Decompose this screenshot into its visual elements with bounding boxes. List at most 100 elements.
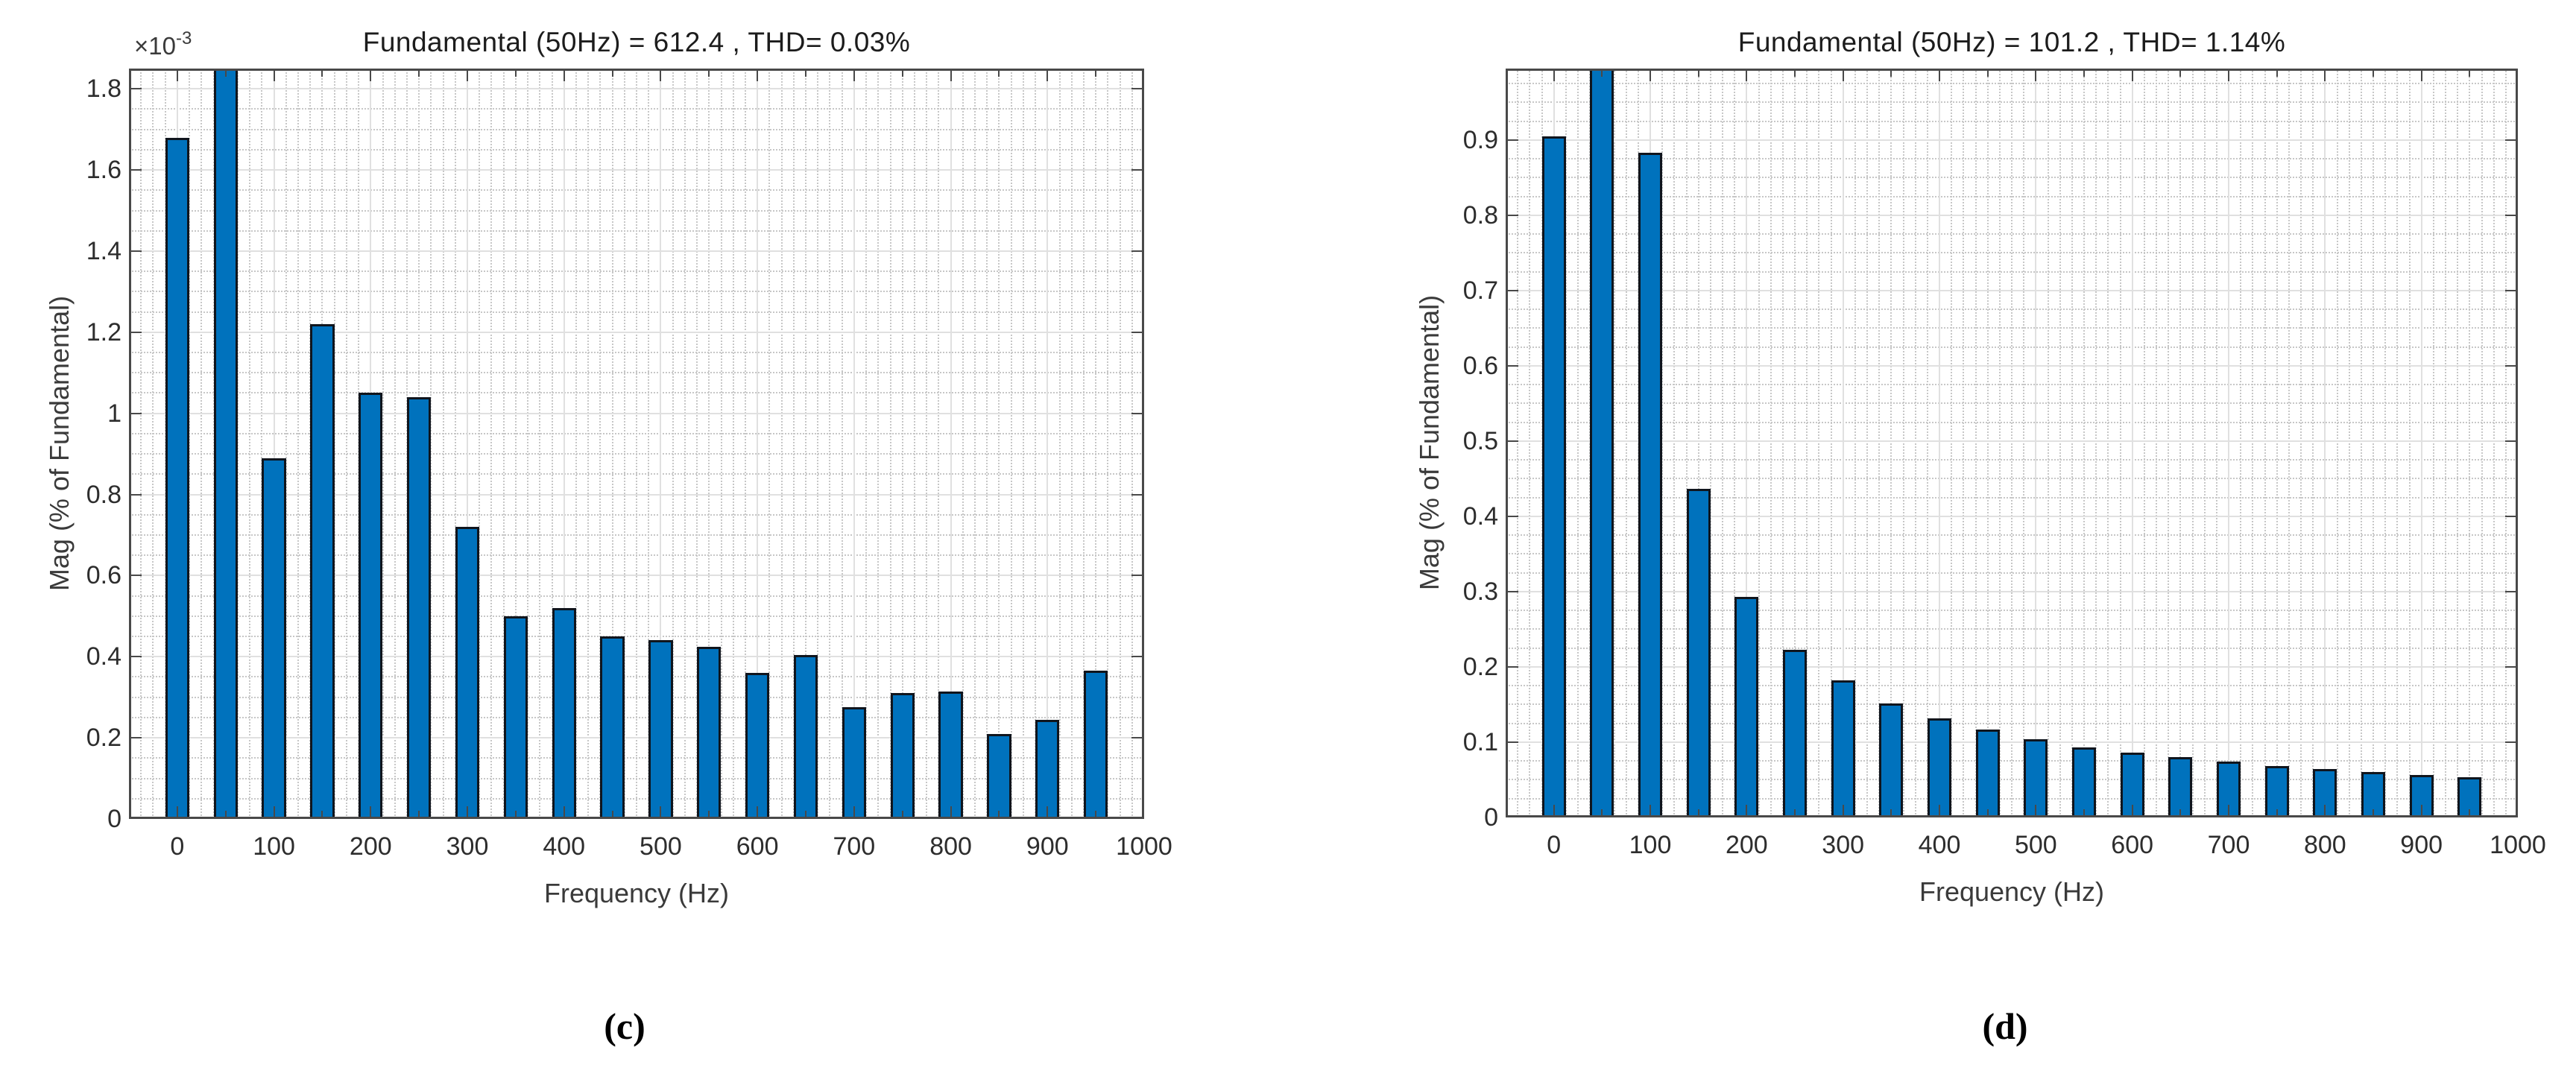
minor-gridline-vertical: [2011, 69, 2012, 817]
y-tick-left: [1508, 590, 1518, 592]
y-tick-right: [2505, 289, 2516, 291]
x-minor-tick-top: [1794, 71, 1796, 77]
chart-c-y-scale-multiplier: ×10-3: [134, 28, 192, 60]
bar-200hz: [359, 393, 383, 819]
minor-gridline-horizontal: [1506, 309, 2518, 311]
minor-gridline-vertical: [140, 69, 142, 819]
bar-750hz: [890, 693, 915, 819]
minor-gridline-vertical: [201, 69, 203, 819]
y-tick-left: [131, 169, 142, 171]
chart-d-title: Fundamental (50Hz) = 101.2 , THD= 1.14%: [1737, 27, 2286, 57]
x-minor-tick-bottom: [1986, 809, 1989, 815]
minor-gridline-vertical: [780, 69, 783, 819]
x-tick-bottom: [1553, 805, 1555, 815]
x-tick-bottom: [370, 806, 372, 817]
bar-550hz: [697, 646, 722, 819]
bar-400hz: [1927, 718, 1952, 817]
minor-gridline-vertical: [297, 69, 299, 819]
minor-gridline-vertical: [926, 69, 928, 819]
x-tick-label: 400: [1918, 831, 1961, 859]
minor-gridline-horizontal: [129, 716, 1144, 718]
x-tick-top: [2324, 71, 2326, 81]
bar-500hz: [2024, 738, 2048, 817]
minor-gridline-vertical: [732, 69, 734, 819]
major-gridline-horizontal: [129, 656, 1144, 658]
x-tick-bottom: [950, 806, 952, 817]
y-tick-label: 0.6: [1462, 351, 1498, 380]
minor-gridline-horizontal: [1506, 327, 2518, 329]
y-tick-left: [1508, 139, 1518, 141]
y-tick-label: 0.2: [86, 724, 121, 753]
major-gridline-vertical: [1939, 69, 1940, 817]
minor-gridline-vertical: [1131, 69, 1133, 819]
x-minor-tick-bottom: [998, 811, 1000, 817]
minor-gridline-vertical: [236, 69, 239, 819]
major-gridline-vertical: [757, 69, 759, 819]
minor-gridline-vertical: [2469, 69, 2471, 817]
bar-600hz: [745, 673, 770, 819]
x-tick-label: 200: [349, 832, 392, 861]
x-tick-top: [2420, 71, 2422, 81]
x-minor-tick-top: [1986, 71, 1989, 77]
minor-gridline-vertical: [1661, 69, 1664, 817]
minor-gridline-horizontal: [1506, 402, 2518, 405]
major-gridline-horizontal: [1506, 364, 2518, 367]
minor-gridline-horizontal: [129, 189, 1144, 192]
caption-c: (c): [604, 1005, 645, 1047]
x-tick-bottom: [467, 806, 468, 817]
x-tick-bottom: [2228, 805, 2229, 815]
x-tick-bottom: [660, 806, 662, 817]
x-tick-top: [1650, 71, 1651, 81]
bar-450hz: [600, 636, 625, 819]
bar-700hz: [842, 707, 867, 819]
minor-gridline-vertical: [1119, 69, 1121, 819]
x-minor-tick-top: [2373, 71, 2374, 77]
x-tick-label: 600: [736, 832, 779, 861]
minor-gridline-horizontal: [129, 777, 1144, 779]
y-tick-right: [2505, 665, 2516, 668]
x-minor-tick-bottom: [1697, 809, 1699, 815]
bar-800hz: [938, 691, 963, 819]
bar-50hz: [213, 69, 238, 819]
x-minor-tick-bottom: [514, 811, 517, 817]
y-tick-label: 0.7: [1462, 276, 1498, 305]
minor-gridline-vertical: [1082, 69, 1085, 819]
minor-gridline-vertical: [2457, 69, 2459, 817]
x-tick-label: 400: [543, 832, 586, 861]
minor-gridline-vertical: [1986, 69, 1989, 817]
minor-gridline-horizontal: [1506, 553, 2518, 555]
major-gridline-horizontal: [129, 412, 1144, 414]
bar-600hz: [2120, 753, 2144, 817]
x-minor-tick-bottom: [901, 811, 903, 817]
major-gridline-horizontal: [1506, 665, 2518, 668]
minor-gridline-horizontal: [1506, 496, 2518, 499]
minor-gridline-horizontal: [129, 432, 1144, 434]
minor-gridline-vertical: [1818, 69, 1820, 817]
y-tick-left: [1508, 364, 1518, 367]
y-tick-label: 0: [107, 805, 121, 833]
minor-gridline-horizontal: [1506, 83, 2518, 85]
y-tick-label: 0.1: [1462, 727, 1498, 756]
minor-gridline-vertical: [599, 69, 602, 819]
minor-gridline-vertical: [551, 69, 553, 819]
bar-500hz: [648, 640, 673, 819]
y-tick-right: [1131, 575, 1142, 577]
x-minor-tick-bottom: [1095, 811, 1097, 817]
bar-800hz: [2313, 769, 2337, 817]
major-gridline-horizontal: [1506, 515, 2518, 517]
bar-300hz: [1831, 680, 1855, 817]
y-tick-right: [1131, 412, 1142, 414]
y-tick-left: [1508, 440, 1518, 442]
minor-gridline-vertical: [623, 69, 625, 819]
minor-gridline-horizontal: [129, 209, 1144, 212]
y-tick-label: 1.8: [86, 75, 121, 104]
minor-gridline-vertical: [829, 69, 831, 819]
x-minor-tick-top: [2276, 71, 2278, 77]
y-tick-right: [2505, 364, 2516, 367]
minor-gridline-horizontal: [129, 554, 1144, 557]
x-tick-label: 300: [446, 832, 489, 861]
y-tick-right: [1131, 737, 1142, 739]
x-tick-bottom: [2517, 805, 2518, 815]
x-minor-tick-bottom: [224, 811, 227, 817]
minor-gridline-vertical: [986, 69, 988, 819]
